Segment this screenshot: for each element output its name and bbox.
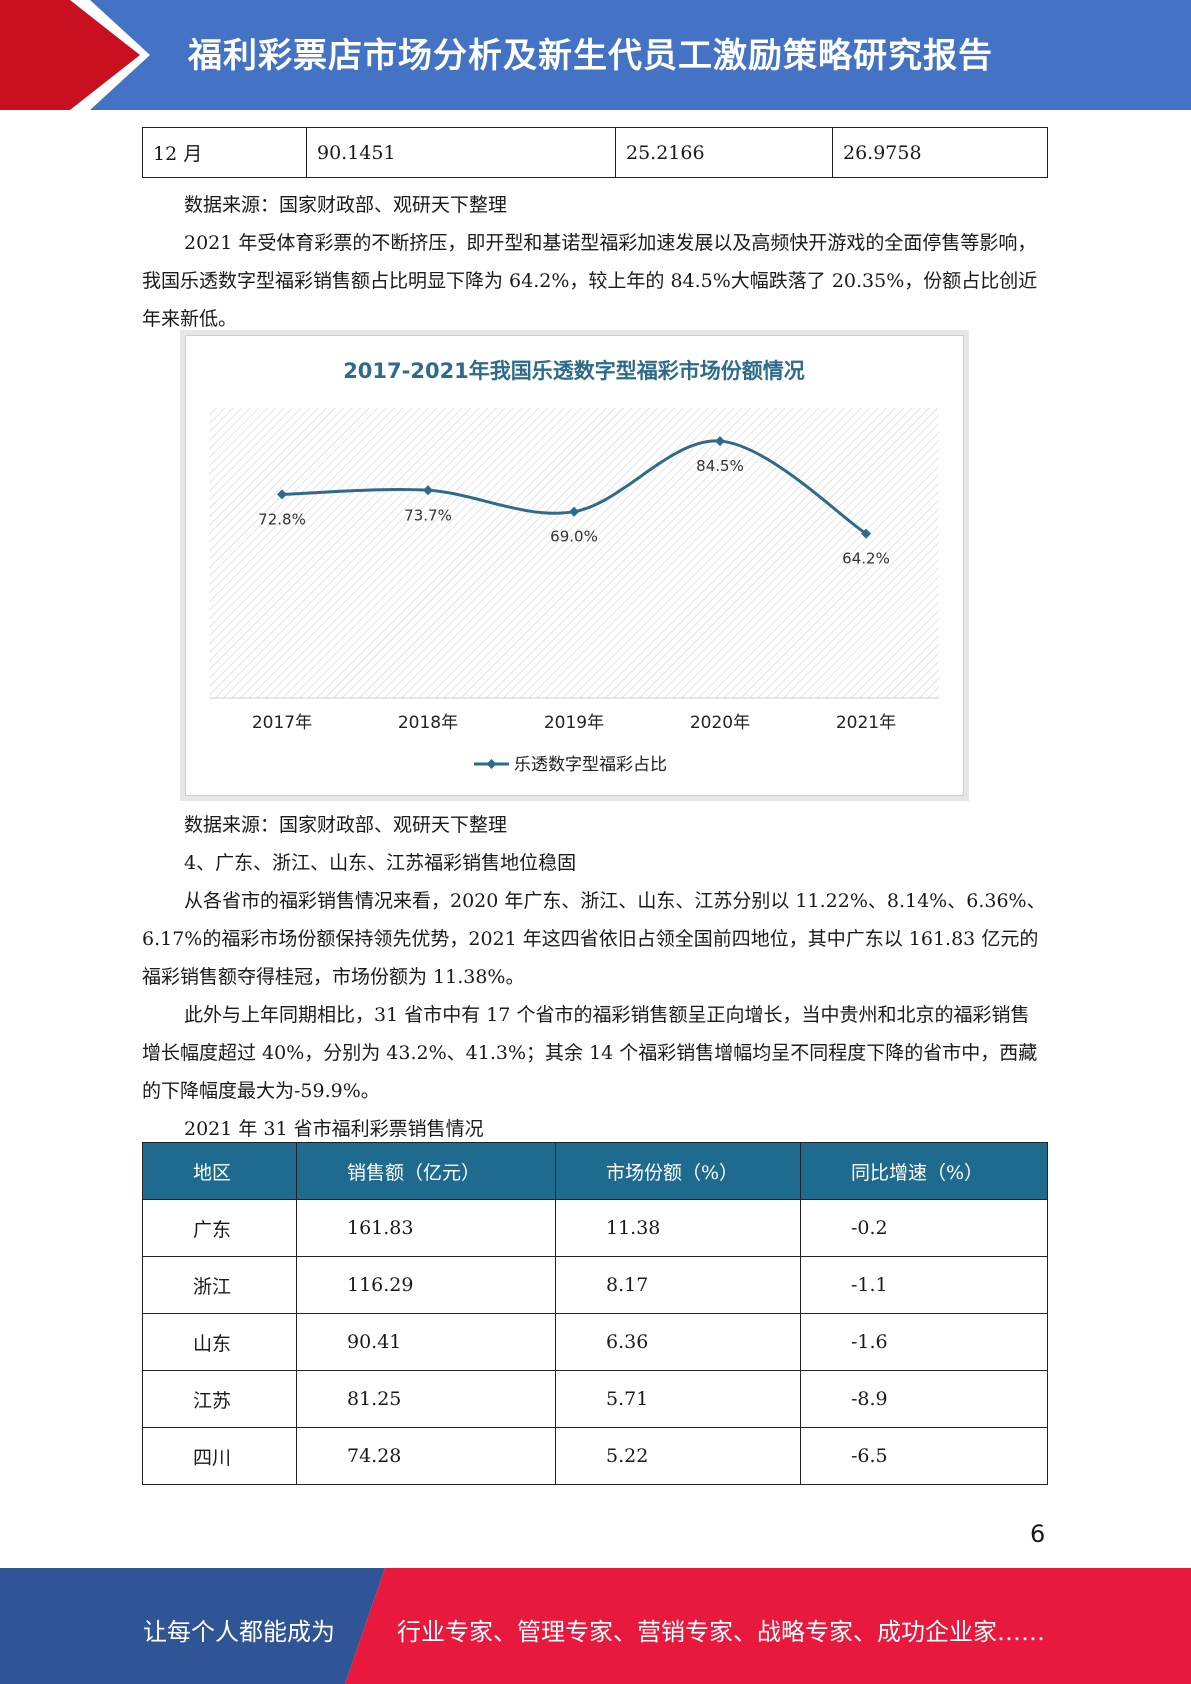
x-tick-label: 2017年 — [252, 713, 312, 733]
table-cell: -6.5 — [800, 1427, 1048, 1485]
table-cell: 116.29 — [296, 1256, 556, 1314]
column-header: 销售额（亿元） — [296, 1142, 556, 1200]
table-row: 山东 90.41 6.36 -1.6 — [142, 1313, 1048, 1371]
table-cell: 25.2166 — [615, 127, 833, 178]
data-source-note: 数据来源：国家财政部、观研天下整理 — [184, 194, 508, 216]
table-cell: 90.41 — [296, 1313, 556, 1371]
data-source-note: 数据来源：国家财政部、观研天下整理 — [184, 814, 508, 836]
table-cell: 81.25 — [296, 1370, 556, 1428]
data-label: 84.5% — [696, 457, 744, 475]
table-cell: 74.28 — [296, 1427, 556, 1485]
line-chart: 2017-2021年我国乐透数字型福彩市场份额情况 72.8% 2017年 73.7… — [185, 335, 964, 796]
paragraph: 此外与上年同期相比，31 省市中有 17 个省市的福彩销售额呈正向增长，当中贵州… — [142, 1004, 1038, 1102]
table-row: 12 月 90.1451 25.2166 26.9758 — [142, 127, 1048, 178]
table-cell: 广东 — [142, 1199, 297, 1257]
legend-marker-icon — [486, 759, 497, 769]
table-cell: 浙江 — [142, 1256, 297, 1314]
table-cell: 山东 — [142, 1313, 297, 1371]
data-point — [423, 485, 433, 496]
table-cell: -8.9 — [800, 1370, 1048, 1428]
x-tick-label: 2018年 — [398, 713, 458, 733]
paragraph: 2021 年受体育彩票的不断挤压，即开型和基诺型福彩加速发展以及高频快开游戏的全… — [142, 232, 1038, 330]
data-point — [569, 506, 579, 517]
footer-background — [0, 1568, 1191, 1684]
chart-legend: 乐透数字型福彩占比 — [474, 755, 667, 775]
table-cell: 26.9758 — [832, 127, 1048, 178]
table-header-row: 地区 销售额（亿元） 市场份额（%） 同比增速（%） — [142, 1142, 1048, 1200]
report-title: 福利彩票店市场分析及新生代员工激励策略研究报告 — [188, 36, 993, 76]
table-cell: 四川 — [142, 1427, 297, 1485]
table-cell: 8.17 — [555, 1256, 801, 1314]
chart-title: 2017-2021年我国乐透数字型福彩市场份额情况 — [343, 359, 805, 383]
data-label: 73.7% — [404, 506, 452, 524]
table-row: 江苏 81.25 5.71 -8.9 — [142, 1370, 1048, 1428]
column-header: 市场份额（%） — [555, 1142, 801, 1200]
header-arrow-decoration — [0, 0, 150, 110]
page-footer: 让每个人都能成为 行业专家、管理专家、营销专家、战略专家、成功企业家…… — [0, 1568, 1191, 1684]
province-sales-table: 地区 销售额（亿元） 市场份额（%） 同比增速（%） 广东 161.83 11.… — [142, 1142, 1048, 1485]
data-label: 64.2% — [842, 550, 890, 568]
column-header: 地区 — [142, 1142, 297, 1200]
data-point — [715, 436, 725, 447]
table-cell: -1.6 — [800, 1313, 1048, 1371]
x-tick-label: 2021年 — [836, 713, 896, 733]
table-row: 广东 161.83 11.38 -0.2 — [142, 1199, 1048, 1257]
table-cell: 江苏 — [142, 1370, 297, 1428]
top-table: 12 月 90.1451 25.2166 26.9758 — [142, 127, 1048, 178]
table-cell: 11.38 — [555, 1199, 801, 1257]
table-row: 浙江 116.29 8.17 -1.1 — [142, 1256, 1048, 1314]
table-row: 四川 74.28 5.22 -6.5 — [142, 1427, 1048, 1485]
column-header: 同比增速（%） — [800, 1142, 1048, 1200]
plot-area — [209, 408, 939, 698]
footer-slogan-right: 行业专家、管理专家、营销专家、战略专家、成功企业家…… — [397, 1618, 1045, 1646]
table-caption: 2021 年 31 省市福利彩票销售情况 — [184, 1118, 484, 1140]
chart-canvas: 2017-2021年我国乐透数字型福彩市场份额情况 72.8% 2017年 73.7… — [209, 359, 939, 775]
data-label: 69.0% — [550, 528, 598, 546]
x-tick-label: 2020年 — [690, 713, 750, 733]
table-cell: -0.2 — [800, 1199, 1048, 1257]
table-cell: 5.22 — [555, 1427, 801, 1485]
data-label: 72.8% — [258, 510, 306, 528]
table-cell: 161.83 — [296, 1199, 556, 1257]
x-tick-label: 2019年 — [544, 713, 604, 733]
page-header: 福利彩票店市场分析及新生代员工激励策略研究报告 — [0, 0, 1191, 110]
data-point — [277, 489, 287, 500]
data-point — [861, 528, 871, 539]
table-cell: 5.71 — [555, 1370, 801, 1428]
table-cell: 12 月 — [142, 127, 307, 178]
section-heading: 4、广东、浙江、山东、江苏福彩销售地位稳固 — [184, 852, 577, 874]
table-cell: -1.1 — [800, 1256, 1048, 1314]
paragraph: 从各省市的福彩销售情况来看，2020 年广东、浙江、山东、江苏分别以 11.22… — [142, 890, 1046, 988]
footer-slogan-left: 让每个人都能成为 — [143, 1618, 335, 1646]
page-number: 6 — [1030, 1520, 1046, 1548]
legend-label: 乐透数字型福彩占比 — [514, 755, 667, 775]
table-cell: 6.36 — [555, 1313, 801, 1371]
table-cell: 90.1451 — [306, 127, 616, 178]
